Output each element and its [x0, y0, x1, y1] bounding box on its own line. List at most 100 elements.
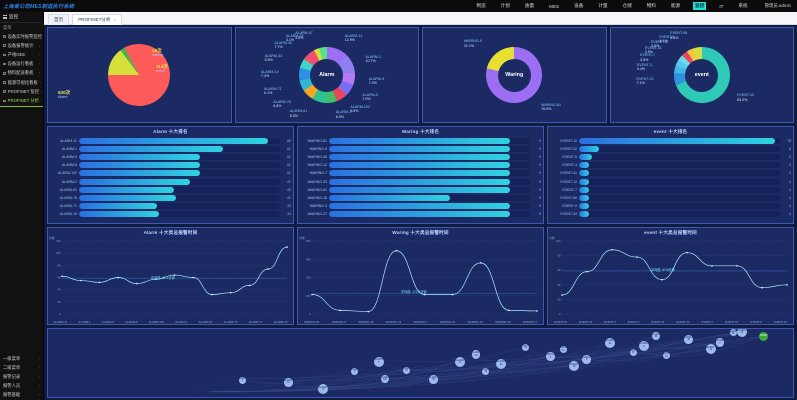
nav-item-9[interactable]: 监控 [693, 2, 707, 10]
bar-row[interactable]: WARING-18 6 [300, 194, 541, 202]
nav-item-5[interactable]: 计量 [598, 3, 608, 8]
network-node[interactable]: WARING-9 [545, 352, 555, 361]
bar-row[interactable]: EVENT-7 4 [550, 186, 791, 194]
network-node[interactable]: ALARM-88 [651, 331, 661, 341]
network-node[interactable]: EVENT-22 [559, 346, 567, 354]
sidebar-item-0[interactable]: 设备实时报警监控› [0, 32, 43, 41]
network-node[interactable]: ALARM-3 [638, 340, 649, 351]
sidebar-bottom-item-3[interactable]: 报警人员 › [0, 382, 43, 391]
sidebar-bottom-item-2[interactable]: 报警记录 › [0, 372, 43, 381]
sidebar-bottom-menu[interactable]: 一级菜单 › 二级菜单 › 报警记录 › 报警人员 › 报警基础 › [0, 354, 43, 400]
nav-item-7[interactable]: 物料 [646, 3, 656, 8]
bar-row[interactable]: WARING-33 9 [300, 177, 541, 185]
nav-item-11[interactable]: 系统 [738, 3, 748, 8]
panel-alarm-donut[interactable]: Alarm ALARM-11 12.9% ALARM-1 10.7% ALARM-9 7.2… [234, 27, 419, 123]
bar-row[interactable]: ALARM-5 51 [50, 161, 291, 169]
bar-row[interactable]: EVENT-3 4 [550, 161, 791, 169]
tab-profinet-analysis[interactable]: PROFINET分析 × [72, 13, 122, 25]
nav-item-8[interactable]: 能源 [670, 3, 681, 8]
nav-item-3[interactable]: MES [549, 3, 560, 9]
panel-waring-donut[interactable]: Waring WARING-81 78.9% WARING-9 21.1% [422, 27, 607, 123]
tab-bar[interactable]: 首页 PROFINET分析 × [44, 12, 797, 25]
network-node[interactable]: ALARM-66 [729, 329, 737, 337]
bar-row[interactable]: ALARM-1 61 [50, 145, 291, 153]
network-node[interactable]: START [759, 332, 768, 341]
user-label[interactable]: 管理员:admin [764, 3, 791, 8]
bar-row[interactable]: EVENT-22 8 [550, 145, 791, 153]
bar-row[interactable]: WARING-7 9 [300, 169, 541, 177]
tab-home[interactable]: 首页 [48, 13, 70, 25]
nav-item-6[interactable]: 仓储 [622, 3, 632, 8]
network-node[interactable]: ALARM-5 [351, 367, 359, 375]
network-node[interactable]: WARING-81 [522, 343, 530, 351]
network-node[interactable]: ALARM-52 [604, 337, 616, 348]
bar-row[interactable]: EVENT-10 78 [550, 137, 791, 145]
panel-total-pie[interactable]: 630次 Alarm 113次 event 19次 Waring [47, 27, 232, 123]
bar-row[interactable]: WARING-27 9 [300, 210, 541, 218]
bar-row[interactable]: WARING-12 9 [300, 161, 541, 169]
panel-alarm-ranking[interactable]: Alarm 十大排名 ALARM-11 80 ALARM-1 61 ALARM-9 51 A… [47, 126, 294, 224]
network-node[interactable]: ALARM-102 [380, 374, 390, 384]
sidebar-item-5[interactable]: 能源可视化看板 › [0, 78, 43, 87]
bar-row[interactable]: ALARM-71 33 [50, 202, 291, 210]
network-node[interactable]: ALARM-1 [239, 376, 247, 384]
panel-waring-ranking[interactable]: Waring 十大排名 WARING-81 9 WARING-9 9 WARING-45… [297, 126, 544, 224]
bar-row[interactable]: WARING-9 9 [300, 145, 541, 153]
bar-row[interactable]: WARING-81 9 [300, 137, 541, 145]
network-node[interactable]: ALARM-19 [482, 367, 490, 375]
network-node[interactable]: ALARM-7 [715, 338, 725, 348]
network-node[interactable]: ALARM-2 [373, 356, 384, 367]
sidebar-item-3[interactable]: 设备运行看板 › [0, 60, 43, 69]
panel-network-graph[interactable]: ALARM-1 ALARM-11 ALARM-9 ALARM-5 ALARM-102 AL… [47, 328, 794, 398]
bar-row[interactable]: ALARM-102 51 [50, 169, 291, 177]
panel-alarm-duration-line[interactable]: Alarm 十大类总报警时间 120 100 80 60 40 20 0 平均值: 61.1分… [47, 227, 294, 325]
top-navigation[interactable]: 制造 计划 质量 MES 设备 计量 仓储 物料 能源 监控 IT 系统 管理员:admin [180, 2, 797, 10]
network-node[interactable]: ALARM-61 [402, 366, 410, 374]
network-node[interactable]: ALARM-9 [318, 383, 329, 395]
network-node[interactable]: ALARM-23 [736, 329, 747, 338]
menu-hamburger-icon[interactable] [3, 15, 7, 19]
bar-row[interactable]: ALARM-19 34 [50, 210, 291, 218]
network-node[interactable]: ALARM-11 [284, 378, 293, 387]
sidebar-header[interactable]: 监控 [0, 12, 43, 23]
sidebar-item-1[interactable]: 设备报警统计 › [0, 41, 43, 50]
panel-waring-duration-line[interactable]: Waring 十大类总报警时间 600 450 300 150 0 平均值: 172.6分… [297, 227, 544, 325]
network-node[interactable]: EVENT-10 [569, 361, 580, 372]
panel-event-donut[interactable]: event EVENT-10 69.0% EVENT-22 7.1% EVENT-3 4.4… [609, 27, 794, 123]
bar-row[interactable]: WARING-45 9 [300, 153, 541, 161]
network-node[interactable]: ALARM-07 [629, 348, 637, 356]
nav-item-0[interactable]: 制造 [476, 3, 486, 8]
bar-row[interactable]: EVENT-66 4 [550, 194, 791, 202]
network-node[interactable]: ALARM-78 [429, 374, 438, 384]
bar-row[interactable]: EVENT-5 5 [550, 153, 791, 161]
network-node[interactable]: ALARM-44 [662, 352, 670, 360]
network-node[interactable]: EVENT-5 [582, 354, 591, 364]
bar-row[interactable]: ALARM-78 41 [50, 194, 291, 202]
bar-row[interactable]: EVENT-34 4 [550, 210, 791, 218]
nav-item-4[interactable]: 设备 [574, 3, 584, 8]
bar-row[interactable]: EVENT-41 4 [550, 169, 791, 177]
network-node[interactable]: EVENT-41 [705, 344, 716, 355]
sidebar-menu[interactable]: 设备实时报警监控›设备报警统计›产线OEE›设备运行看板›物料配送看板›能源可视… [0, 32, 43, 107]
network-node[interactable]: ALARM-40 [496, 358, 507, 369]
bar-row[interactable]: ALARM-2 47 [50, 177, 291, 185]
bar-row[interactable]: ALARM-9 51 [50, 153, 291, 161]
nav-item-1[interactable]: 计划 [500, 3, 510, 8]
network-node[interactable]: ALARM-71 [454, 357, 465, 368]
bar-row[interactable]: WARING-61 9 [300, 186, 541, 194]
panel-event-ranking[interactable]: event 十大排名 EVENT-10 78 EVENT-22 8 EVENT-5 5 EV… [547, 126, 794, 224]
bar-row[interactable]: ALARM-11 80 [50, 137, 291, 145]
nav-item-10[interactable]: IT [719, 3, 724, 9]
network-node[interactable]: ALARM-33 [471, 350, 481, 359]
bar-row[interactable]: EVENT-12 4 [550, 177, 791, 185]
sidebar-bottom-item-1[interactable]: 二级菜单 › [0, 363, 43, 372]
close-icon[interactable]: × [113, 16, 116, 22]
network-node[interactable]: WARING-45 [684, 335, 693, 344]
sidebar-item-2[interactable]: 产线OEE › [0, 50, 43, 59]
bar-row[interactable]: ALARM-61 40 [50, 186, 291, 194]
sidebar-item-7[interactable]: PROFINET 分析 › [0, 96, 43, 107]
bar-row[interactable]: EVENT-9 4 [550, 202, 791, 210]
sidebar-bottom-item-4[interactable]: 报警基础 › [0, 391, 43, 400]
panel-event-duration-line[interactable]: event 十大类总报警时间 100 80 60 40 20 0 平均值: 57.6分钟 EV… [547, 227, 794, 325]
sidebar-item-6[interactable]: PROFINET 监控 › [0, 87, 43, 96]
